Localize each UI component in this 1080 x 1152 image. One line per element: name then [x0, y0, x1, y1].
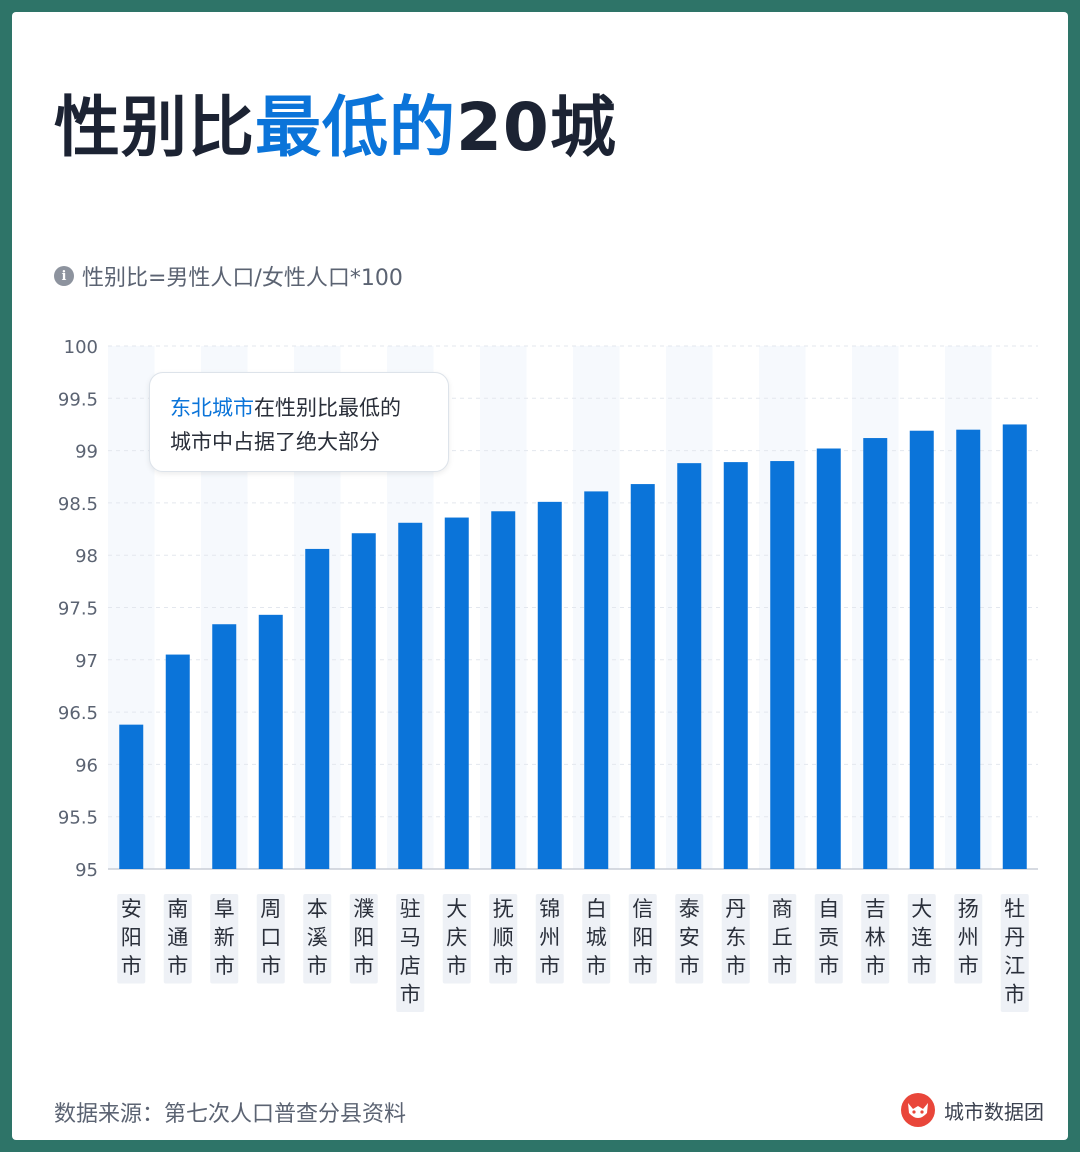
title-suffix: 20城 [456, 89, 617, 166]
brand-name: 城市数据团 [944, 1099, 1044, 1124]
bar [816, 448, 841, 869]
x-label-bg [303, 894, 332, 984]
x-label-bg [814, 894, 843, 984]
bar-chart: 95 95.5 96 96.5 97 97.5 98 98.5 99 99.5 100 安阳市 南通市 阜… [58, 337, 1038, 1012]
x-tick-label: 本溪市 [307, 897, 328, 978]
x-tick-label: 丹东市 [725, 897, 746, 978]
bar [677, 463, 702, 869]
x-label-bg [117, 894, 146, 984]
y-tick-label: 98 [75, 546, 98, 567]
bar [1002, 424, 1027, 869]
bar [956, 429, 981, 869]
x-label-bg [1000, 894, 1029, 1012]
x-tick-label: 安阳市 [121, 897, 142, 978]
x-tick-label: 泰安市 [679, 897, 700, 978]
bar [491, 511, 516, 869]
y-tick-label: 95 [75, 860, 98, 881]
bar [537, 501, 562, 869]
bar [444, 517, 469, 869]
bar [165, 654, 190, 869]
y-tick-label: 96.5 [58, 703, 98, 724]
data-source: 数据来源：第七次人口普查分县资料 [54, 1102, 407, 1127]
callout-line-1: 东北城市在性别比最低的 [170, 391, 428, 425]
x-tick-label: 周口市 [260, 897, 281, 978]
y-tick-label: 96 [75, 755, 98, 776]
x-tick-label: 驻马店市 [400, 897, 421, 1007]
y-tick-label: 97.5 [58, 599, 98, 620]
x-tick-label: 濮阳市 [353, 897, 374, 978]
chart-card: 性别比最低的20城 i 性别比=男性人口/女性人口*100 95 95.5 96 96… [12, 12, 1068, 1140]
bar [212, 624, 237, 869]
x-tick-label: 吉林市 [865, 897, 886, 978]
bar [305, 548, 330, 869]
bar [770, 461, 795, 869]
x-label-bg [349, 894, 378, 984]
formula-text: 性别比=男性人口/女性人口*100 [82, 266, 403, 291]
y-tick-label: 100 [64, 337, 98, 358]
bar [584, 491, 609, 869]
x-tick-label: 阜新市 [214, 897, 235, 978]
brand: 城市数据团 [900, 1092, 1044, 1128]
x-tick-label: 锦州市 [539, 897, 560, 978]
formula-note: i 性别比=男性人口/女性人口*100 [54, 260, 403, 292]
x-label-bg [861, 894, 890, 984]
x-label-bg [582, 894, 611, 984]
bar [258, 614, 283, 869]
bar [398, 522, 423, 869]
x-label-bg [721, 894, 750, 984]
callout-box: 东北城市在性别比最低的 城市中占据了绝大部分 [149, 372, 449, 472]
x-label-bg [535, 894, 564, 984]
bar [723, 462, 748, 869]
x-tick-label: 商丘市 [772, 897, 793, 978]
title-highlight: 最低的 [255, 89, 456, 166]
x-tick-label: 自贡市 [818, 897, 839, 978]
y-tick-label: 99 [75, 442, 98, 463]
fox-logo-icon [901, 1093, 935, 1127]
callout-line-2: 城市中占据了绝大部分 [170, 430, 380, 454]
x-label-bg [768, 894, 797, 984]
callout-line1-rest: 在性别比最低的 [254, 396, 401, 420]
x-label-bg [489, 894, 518, 984]
x-tick-label: 扬州市 [958, 897, 979, 978]
y-tick-label: 98.5 [58, 494, 98, 515]
y-tick-label: 97 [75, 651, 98, 672]
x-tick-label: 南通市 [167, 897, 188, 978]
x-tick-label: 抚顺市 [493, 897, 514, 978]
x-label-bg [907, 894, 936, 984]
x-label-bg [675, 894, 704, 984]
x-label-bg [396, 894, 425, 1012]
x-tick-label: 大连市 [911, 897, 932, 978]
bar [863, 438, 888, 869]
x-label-bg [628, 894, 657, 984]
y-tick-label: 99.5 [58, 389, 98, 410]
bar [351, 533, 376, 869]
x-label-bg [210, 894, 239, 984]
x-label-bg [954, 894, 983, 984]
x-label-bg [442, 894, 471, 984]
x-tick-label: 牡丹江市 [1004, 897, 1025, 1007]
y-tick-label: 95.5 [58, 808, 98, 829]
x-tick-label: 大庆市 [446, 897, 467, 978]
title-prefix: 性别比 [54, 89, 255, 166]
info-icon: i [54, 266, 74, 286]
bar [119, 724, 144, 869]
x-label-bg [163, 894, 192, 984]
callout-highlight: 东北城市 [170, 396, 254, 420]
bar [909, 430, 934, 869]
x-tick-label: 信阳市 [632, 897, 653, 978]
bar [630, 484, 655, 869]
x-tick-label: 白城市 [586, 897, 607, 978]
page-title: 性别比最低的20城 [54, 74, 617, 170]
x-label-bg [256, 894, 285, 984]
